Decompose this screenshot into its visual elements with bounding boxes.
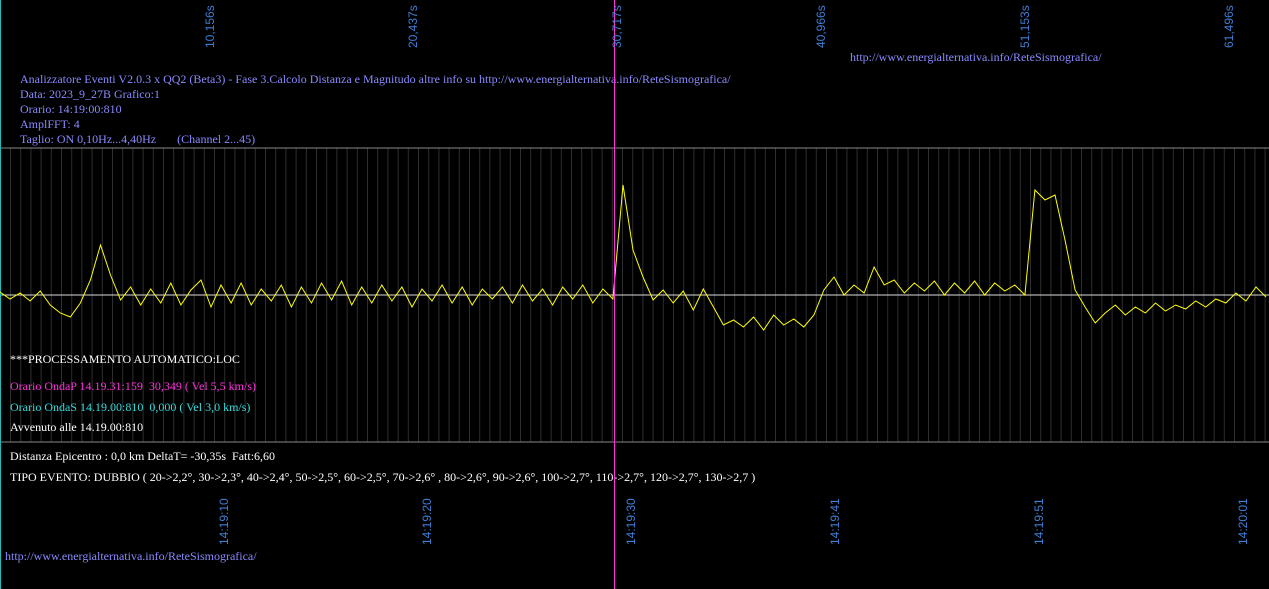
- top-time-label: 20,437s: [406, 5, 420, 48]
- info-line: AmplFFT: 4: [20, 117, 80, 131]
- event-type: TIPO EVENTO: DUBBIO ( 20->2,2°, 30->2,3°…: [10, 470, 755, 484]
- top-time-label: 61,496s: [1222, 5, 1236, 48]
- processing-title: ***PROCESSAMENTO AUTOMATICO:LOC: [10, 352, 240, 366]
- top-time-label: 30,717s: [610, 5, 624, 48]
- top-url: http://www.energialternativa.info/ReteSi…: [850, 50, 1102, 64]
- onda-s: Orario OndaS 14.19.00:810 0,000 ( Vel 3,…: [10, 400, 250, 414]
- info-line: Analizzatore Eventi V2.0.3 x QQ2 (Beta3)…: [20, 72, 731, 86]
- waveform: [0, 184, 1267, 331]
- onda-p: Orario OndaP 14.19.31:159 30,349 ( Vel 5…: [10, 379, 256, 393]
- bottom-time-label: 14:19:30: [624, 498, 638, 545]
- top-time-label: 10,156s: [203, 5, 217, 48]
- distance: Distanza Epicentro : 0,0 km DeltaT= -30,…: [10, 449, 275, 463]
- info-line: Orario: 14:19:00:810: [20, 102, 122, 116]
- bottom-time-label: 14:19:10: [217, 498, 231, 545]
- bottom-time-label: 14:19:20: [420, 498, 434, 545]
- bottom-time-label: 14:19:51: [1032, 498, 1046, 545]
- info-line: Data: 2023_9_27B Grafico:1: [20, 87, 160, 101]
- bottom-time-label: 14:19:41: [828, 498, 842, 545]
- top-time-label: 40,966s: [814, 5, 828, 48]
- top-time-label: 51,153s: [1018, 5, 1032, 48]
- avvenuto: Avvenuto alle 14.19.00:810: [10, 420, 143, 434]
- bottom-time-label: 14:20:01: [1236, 498, 1250, 545]
- info-line: Taglio: ON 0,10Hz...4,40Hz (Channel 2...…: [20, 132, 255, 146]
- footer-url: http://www.energialternativa.info/ReteSi…: [5, 549, 257, 563]
